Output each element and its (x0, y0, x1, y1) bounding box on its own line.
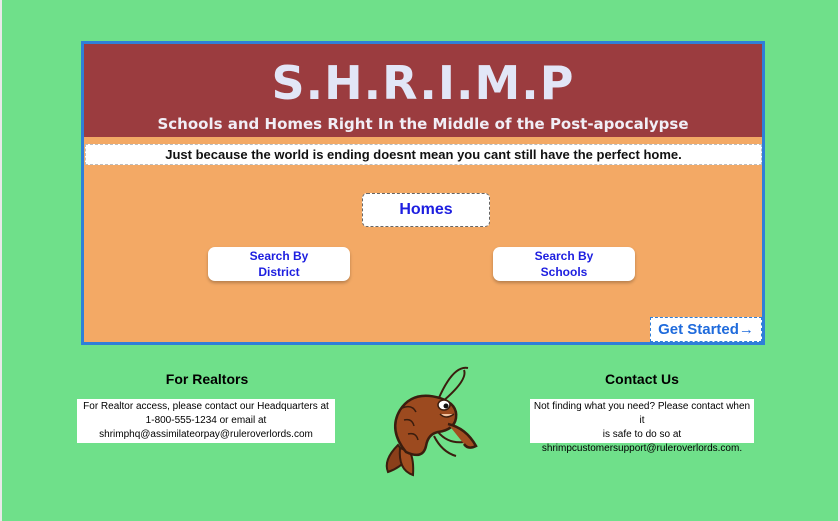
contact-text-line2: is safe to do so at (602, 429, 682, 440)
header-banner: S.H.R.I.M.P Schools and Homes Right In t… (84, 44, 762, 137)
realtors-email-link[interactable]: shrimphq@assimilateorpay@ruleroverlords.… (99, 429, 313, 440)
get-started-button[interactable]: Get Started→ (650, 317, 762, 342)
hero-card: S.H.R.I.M.P Schools and Homes Right In t… (81, 41, 765, 345)
realtors-text-line2: 1-800-555-1234 or email at (145, 415, 267, 426)
tagline: Just because the world is ending doesnt … (85, 144, 762, 165)
contact-text-line1: Not finding what you need? Please contac… (533, 401, 751, 426)
contact-heading: Contact Us (605, 371, 679, 387)
get-started-label: Get Started (658, 321, 739, 338)
search-district-label-2: District (258, 265, 300, 279)
realtors-heading: For Realtors (165, 371, 249, 387)
page-title: S.H.R.I.M.P (271, 56, 575, 110)
shrimp-mascot-icon (385, 366, 478, 477)
search-district-label-1: Search By (249, 249, 309, 263)
arrow-right-icon: → (738, 321, 754, 338)
search-by-schools-button[interactable]: Search By Schools (493, 247, 635, 281)
search-schools-label-1: Search By (534, 249, 594, 263)
realtors-info-box: For Realtor access, please contact our H… (77, 399, 335, 443)
search-schools-label-2: Schools (540, 265, 588, 279)
contact-email-link[interactable]: shrimpcustomersupport@ruleroverlords.com… (541, 443, 743, 454)
contact-info-box: Not finding what you need? Please contac… (530, 399, 754, 454)
homes-button[interactable]: Homes (362, 193, 490, 227)
page-subtitle: Schools and Homes Right In the Middle of… (157, 115, 689, 133)
realtors-text-line1: For Realtor access, please contact our H… (83, 401, 329, 412)
search-by-district-button[interactable]: Search By District (208, 247, 350, 281)
